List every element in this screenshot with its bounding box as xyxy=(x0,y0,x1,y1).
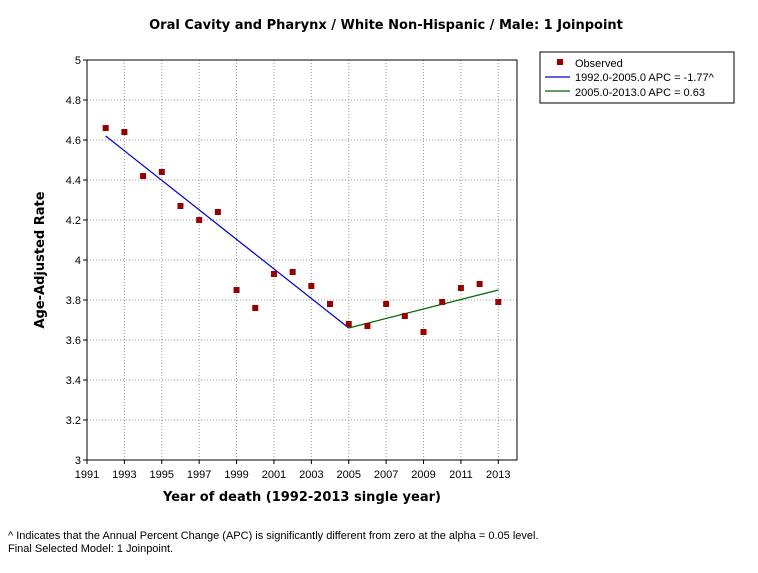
trend-segment-1 xyxy=(105,135,350,329)
observed-point xyxy=(401,313,408,319)
x-tick-label: 1999 xyxy=(224,469,248,481)
observed-point xyxy=(177,203,184,209)
observed-point xyxy=(495,299,502,305)
observed-point xyxy=(214,209,221,215)
legend-observed-marker xyxy=(557,59,563,65)
x-tick-label: 1991 xyxy=(75,469,99,481)
x-axis-label: Year of death (1992-2013 single year) xyxy=(162,490,441,505)
observed-point xyxy=(383,301,390,307)
observed-point xyxy=(476,281,483,287)
observed-point xyxy=(364,323,371,329)
legend-observed-label: Observed xyxy=(575,58,623,70)
observed-point xyxy=(252,305,259,311)
x-tick-label: 2001 xyxy=(262,469,286,481)
x-tick-label: 2011 xyxy=(449,469,473,481)
observed-point xyxy=(308,283,315,289)
y-tick-label: 5 xyxy=(75,55,81,67)
observed-point xyxy=(270,271,277,277)
grid xyxy=(86,59,517,461)
observed-point xyxy=(102,125,109,131)
observed-points xyxy=(102,125,502,335)
observed-point xyxy=(420,329,427,335)
observed-point xyxy=(345,321,352,327)
observed-point xyxy=(233,287,240,293)
y-axis: 3 3.2 3.4 3.6 3.8 4 4.2 4.4 4.6 4.8 5 xyxy=(66,55,87,467)
x-tick-label: 2003 xyxy=(299,469,323,481)
y-tick-label: 3.6 xyxy=(66,335,81,347)
trend-segment-2 xyxy=(348,289,499,329)
y-tick-label: 4.4 xyxy=(66,175,81,187)
observed-point xyxy=(196,217,203,223)
y-axis-label: Age-Adjusted Rate xyxy=(33,191,48,328)
y-tick-label: 4.2 xyxy=(66,215,81,227)
y-tick-label: 4.6 xyxy=(66,135,81,147)
observed-point xyxy=(140,173,147,179)
legend-segment-2-label: 2005.0-2013.0 APC = 0.63 xyxy=(575,87,705,99)
legend-box xyxy=(539,51,735,104)
observed-point xyxy=(327,301,334,307)
footnote-significance: ^ Indicates that the Annual Percent Chan… xyxy=(8,530,539,542)
observed-point xyxy=(439,299,446,305)
y-tick-label: 3.4 xyxy=(66,375,81,387)
trend-segments xyxy=(105,135,499,329)
x-tick-label: 2005 xyxy=(336,469,360,481)
x-tick-label: 1997 xyxy=(187,469,211,481)
y-tick-label: 3 xyxy=(75,455,81,467)
x-tick-label: 2009 xyxy=(411,469,435,481)
observed-point xyxy=(289,269,296,275)
y-tick-label: 3.2 xyxy=(66,415,81,427)
x-tick-label: 1993 xyxy=(112,469,136,481)
footnote-model: Final Selected Model: 1 Joinpoint. xyxy=(8,543,174,555)
plot-area xyxy=(86,59,518,461)
legend: Observed 1992.0-2005.0 APC = -1.77^ 2005… xyxy=(539,51,735,104)
y-tick-label: 4.8 xyxy=(66,95,81,107)
observed-point xyxy=(121,129,128,135)
chart-title: Oral Cavity and Pharynx / White Non-Hisp… xyxy=(149,18,623,33)
x-axis: 1991 1993 1995 1997 1999 2001 2003 2005 2007 2009… xyxy=(75,460,511,481)
x-tick-label: 1995 xyxy=(150,469,174,481)
legend-segment-1-label: 1992.0-2005.0 APC = -1.77^ xyxy=(575,72,715,84)
y-tick-label: 4 xyxy=(75,255,81,267)
y-tick-label: 3.8 xyxy=(66,295,81,307)
observed-point xyxy=(158,169,165,175)
x-tick-label: 2013 xyxy=(486,469,510,481)
observed-point xyxy=(457,285,464,291)
x-tick-label: 2007 xyxy=(374,469,398,481)
